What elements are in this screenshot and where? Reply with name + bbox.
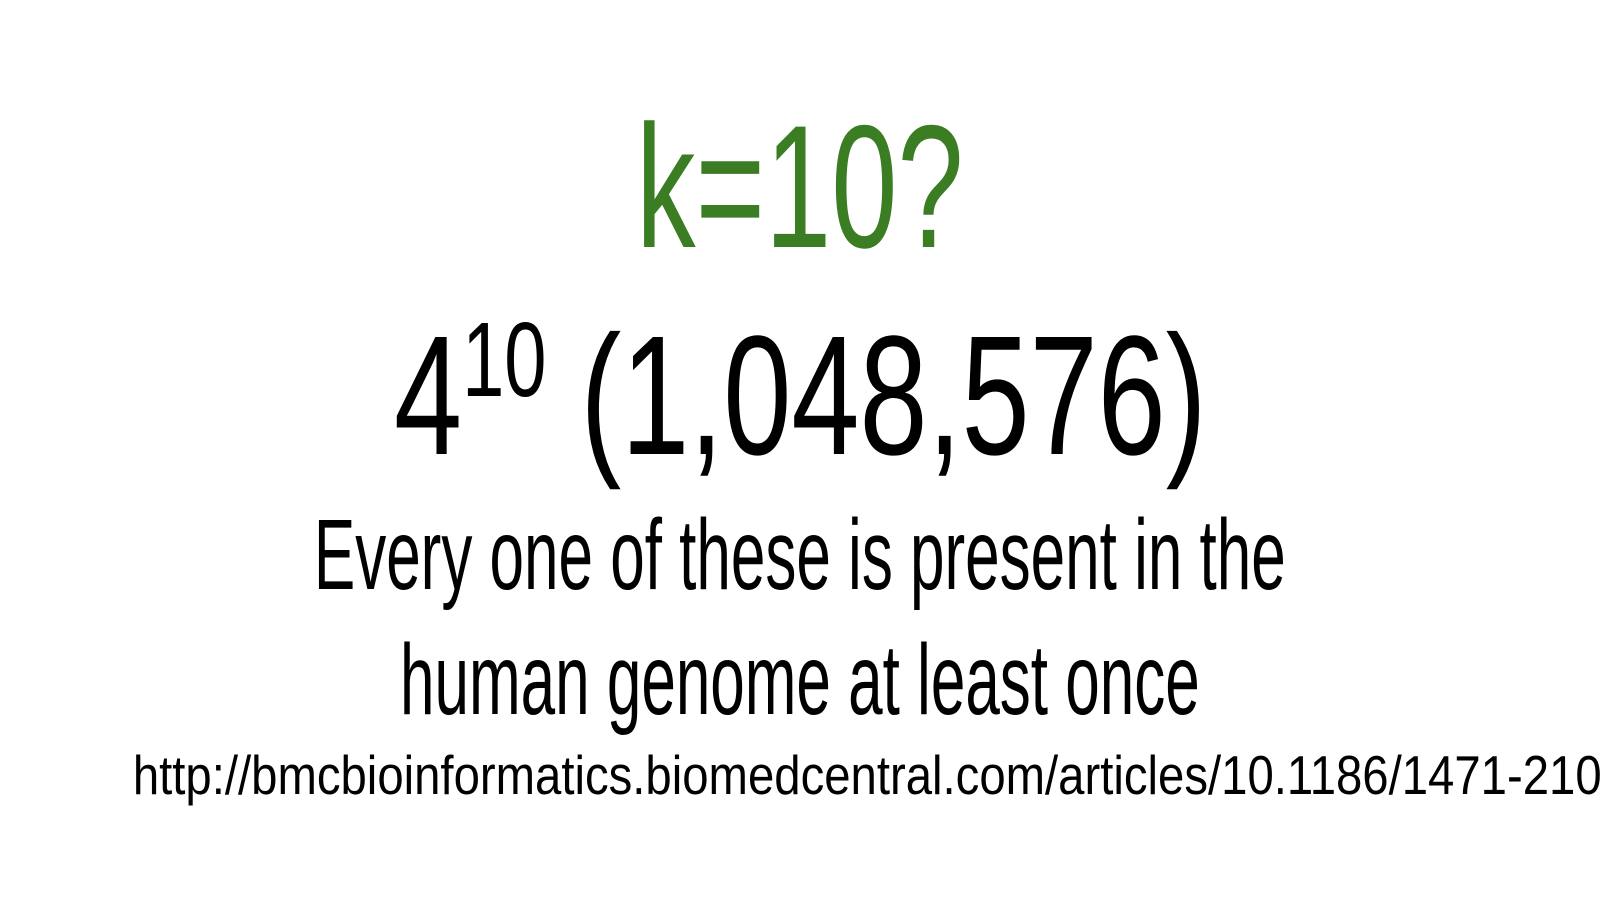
title-row: k=10?	[0, 100, 1600, 275]
source-row: http://bmcbioinformatics.biomedcentral.c…	[0, 748, 1600, 803]
expression-row: 410 (1,048,576)	[0, 308, 1600, 481]
exponent: 10	[461, 302, 547, 420]
value: (1,048,576)	[580, 301, 1207, 491]
expression: 410 (1,048,576)	[394, 308, 1207, 481]
base: 4	[393, 301, 462, 491]
body-text: Every one of these is present in the	[314, 499, 1286, 611]
body-row: Every one of these is present in the	[0, 505, 1600, 605]
source-url: http://bmcbioinformatics.biomedcentral.c…	[132, 744, 1600, 806]
title: k=10?	[636, 90, 964, 285]
body-text: human genome at least once	[400, 624, 1200, 736]
body-row: human genome at least once	[0, 630, 1600, 730]
